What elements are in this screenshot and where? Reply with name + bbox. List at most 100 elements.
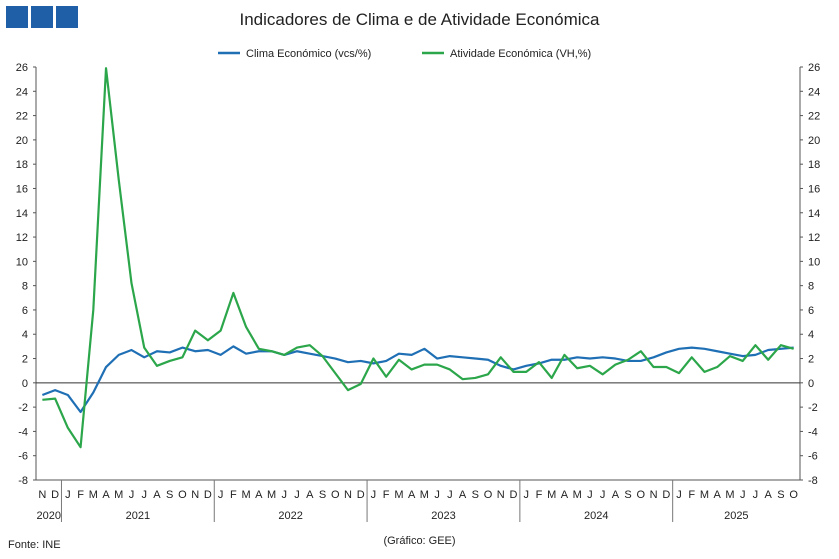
- y-tick-label-left: 4: [22, 329, 28, 341]
- month-tick-label: J: [447, 489, 453, 501]
- y-tick-label-right: 22: [808, 111, 820, 123]
- month-tick-label: S: [472, 489, 479, 501]
- month-tick-label: J: [740, 489, 746, 501]
- month-tick-label: M: [267, 489, 276, 501]
- y-tick-label-right: 10: [808, 256, 820, 268]
- year-label: 2021: [126, 510, 150, 522]
- legend-label-2: Atividade Económica (VH,%): [450, 48, 591, 60]
- credit-note: (Gráfico: GEE): [383, 535, 456, 547]
- month-tick-label: M: [242, 489, 251, 501]
- month-tick-label: A: [764, 489, 772, 501]
- y-tick-label-left: 16: [16, 183, 28, 195]
- year-label: 2022: [278, 510, 302, 522]
- month-tick-label: O: [331, 489, 340, 501]
- y-tick-label-right: -6: [808, 451, 818, 463]
- y-tick-label-left: 22: [16, 111, 28, 123]
- series-line-1: [41, 345, 794, 414]
- month-tick-label: J: [65, 489, 71, 501]
- logo-square-2: [31, 6, 53, 28]
- year-label: 2025: [724, 510, 748, 522]
- y-tick-label-right: 6: [808, 305, 814, 317]
- month-tick-label: O: [178, 489, 187, 501]
- month-tick-label: A: [306, 489, 314, 501]
- legend-label-1: Clima Económico (vcs/%): [246, 48, 371, 60]
- y-tick-label-right: 24: [808, 86, 820, 98]
- month-tick-label: M: [420, 489, 429, 501]
- y-tick-label-right: 26: [808, 62, 820, 74]
- month-tick-label: F: [383, 489, 390, 501]
- month-tick-label: A: [255, 489, 263, 501]
- month-tick-label: A: [408, 489, 416, 501]
- y-tick-label-left: -2: [18, 402, 28, 414]
- month-tick-label: J: [218, 489, 224, 501]
- y-tick-label-right: 18: [808, 159, 820, 171]
- y-tick-label-right: -4: [808, 426, 818, 438]
- y-tick-label-left: 0: [22, 378, 28, 390]
- month-tick-label: O: [484, 489, 493, 501]
- month-tick-label: N: [38, 489, 46, 501]
- month-tick-label: D: [204, 489, 212, 501]
- series-line-2: [42, 67, 794, 449]
- month-tick-label: J: [294, 489, 300, 501]
- month-tick-label: J: [282, 489, 288, 501]
- month-tick-label: O: [637, 489, 646, 501]
- month-tick-label: M: [700, 489, 709, 501]
- y-tick-label-right: 4: [808, 329, 814, 341]
- y-tick-label-right: 20: [808, 135, 820, 147]
- y-tick-label-right: 14: [808, 208, 820, 220]
- month-tick-label: M: [394, 489, 403, 501]
- logo-square-1: [6, 6, 28, 28]
- year-label: 2024: [584, 510, 608, 522]
- source-note: Fonte: INE: [8, 539, 61, 551]
- month-tick-label: S: [777, 489, 784, 501]
- y-tick-label-right: 8: [808, 281, 814, 293]
- y-tick-label-right: 0: [808, 378, 814, 390]
- y-tick-label-left: -8: [18, 475, 28, 487]
- ine-logo: [6, 6, 78, 28]
- y-tick-label-left: -6: [18, 451, 28, 463]
- month-tick-label: N: [497, 489, 505, 501]
- month-tick-label: D: [662, 489, 670, 501]
- month-tick-label: M: [114, 489, 123, 501]
- month-tick-label: N: [191, 489, 199, 501]
- month-tick-label: M: [547, 489, 556, 501]
- month-tick-label: F: [77, 489, 84, 501]
- month-tick-label: M: [89, 489, 98, 501]
- y-tick-label-left: 12: [16, 232, 28, 244]
- month-tick-label: A: [561, 489, 569, 501]
- month-tick-label: A: [153, 489, 161, 501]
- month-tick-label: J: [753, 489, 759, 501]
- chart-title: Indicadores de Clima e de Atividade Econ…: [239, 10, 600, 29]
- y-tick-label-right: 16: [808, 183, 820, 195]
- month-tick-label: J: [129, 489, 135, 501]
- y-tick-label-left: 10: [16, 256, 28, 268]
- month-tick-label: J: [600, 489, 606, 501]
- month-tick-label: J: [523, 489, 529, 501]
- month-tick-label: D: [357, 489, 365, 501]
- month-tick-label: S: [166, 489, 173, 501]
- month-tick-label: D: [51, 489, 59, 501]
- month-tick-label: O: [789, 489, 798, 501]
- month-tick-label: F: [688, 489, 695, 501]
- y-tick-label-left: 2: [22, 354, 28, 366]
- month-tick-label: D: [510, 489, 518, 501]
- y-tick-label-right: 12: [808, 232, 820, 244]
- y-tick-label-left: 18: [16, 159, 28, 171]
- y-tick-label-right: 2: [808, 354, 814, 366]
- y-tick-label-left: 24: [16, 86, 28, 98]
- year-label: 2023: [431, 510, 455, 522]
- y-tick-label-left: 26: [16, 62, 28, 74]
- month-tick-label: J: [371, 489, 377, 501]
- month-tick-label: S: [624, 489, 631, 501]
- month-tick-label: A: [102, 489, 110, 501]
- month-tick-label: F: [536, 489, 543, 501]
- year-label: 2020: [36, 510, 60, 522]
- y-tick-label-left: 8: [22, 281, 28, 293]
- month-tick-label: A: [714, 489, 722, 501]
- month-tick-label: S: [319, 489, 326, 501]
- month-tick-label: A: [612, 489, 620, 501]
- month-tick-label: N: [650, 489, 658, 501]
- month-tick-label: A: [459, 489, 467, 501]
- y-tick-label-right: -8: [808, 475, 818, 487]
